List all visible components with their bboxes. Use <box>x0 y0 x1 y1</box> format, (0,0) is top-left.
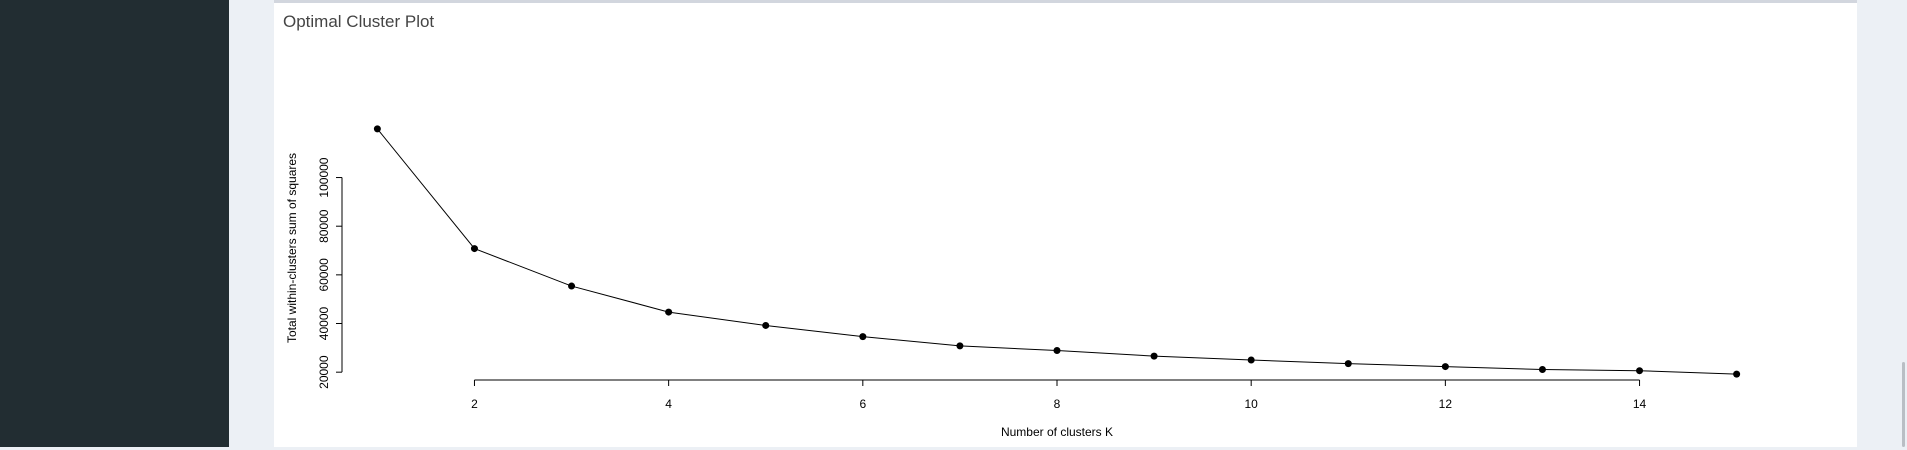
data-point <box>665 308 673 316</box>
sidebar <box>0 0 229 447</box>
y-axis-label: Total within-clusters sum of squares <box>285 153 299 343</box>
data-point <box>1441 363 1449 371</box>
x-tick-label: 2 <box>471 397 478 411</box>
data-point <box>1344 360 1352 368</box>
data-point <box>568 282 576 290</box>
x-tick-label: 8 <box>1054 397 1061 411</box>
series-line <box>376 128 1737 375</box>
elbow-chart: 2 4 6 8 10 12 14 20000 40000 60000 80000 100000 Nu… <box>285 125 1741 439</box>
x-axis-label: Number of clusters K <box>1001 425 1113 439</box>
optimal-cluster-plot-panel: Optimal Cluster Plot 2 4 6 8 10 12 14 20000 400… <box>274 0 1857 447</box>
data-point <box>1150 352 1158 360</box>
x-tick-label: 14 <box>1633 397 1647 411</box>
data-point <box>1636 367 1644 375</box>
x-axis: 2 4 6 8 10 12 14 <box>471 379 1647 411</box>
series-layer <box>373 125 1741 378</box>
page-scrollbar-track[interactable] <box>1900 0 1907 447</box>
page-scrollbar-thumb[interactable] <box>1902 362 1905 447</box>
x-tick-label: 6 <box>859 397 866 411</box>
data-point <box>1538 365 1546 373</box>
data-point <box>956 342 964 350</box>
y-tick-label: 100000 <box>317 157 331 197</box>
y-tick-label: 20000 <box>317 355 331 389</box>
y-tick-label: 60000 <box>317 258 331 292</box>
data-point <box>470 245 478 253</box>
x-tick-label: 12 <box>1439 397 1453 411</box>
data-point <box>1733 370 1741 378</box>
y-tick-label: 80000 <box>317 209 331 243</box>
data-point <box>1053 347 1061 355</box>
panel-title: Optimal Cluster Plot <box>283 12 435 31</box>
data-point <box>1247 356 1255 364</box>
x-tick-label: 4 <box>665 397 672 411</box>
data-point <box>762 321 770 329</box>
x-tick-label: 10 <box>1245 397 1259 411</box>
y-axis: 20000 40000 60000 80000 100000 <box>317 157 343 389</box>
data-point <box>859 333 867 341</box>
y-tick-label: 40000 <box>317 307 331 341</box>
data-point <box>373 125 381 133</box>
